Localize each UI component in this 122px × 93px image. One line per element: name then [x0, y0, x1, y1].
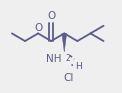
- Polygon shape: [62, 33, 67, 52]
- Text: Cl: Cl: [63, 73, 74, 83]
- Text: H: H: [75, 62, 81, 71]
- Text: NH: NH: [46, 54, 61, 64]
- Text: O: O: [34, 23, 42, 33]
- Text: O: O: [47, 11, 55, 21]
- Text: 2: 2: [66, 54, 71, 63]
- Text: ·: ·: [69, 59, 74, 73]
